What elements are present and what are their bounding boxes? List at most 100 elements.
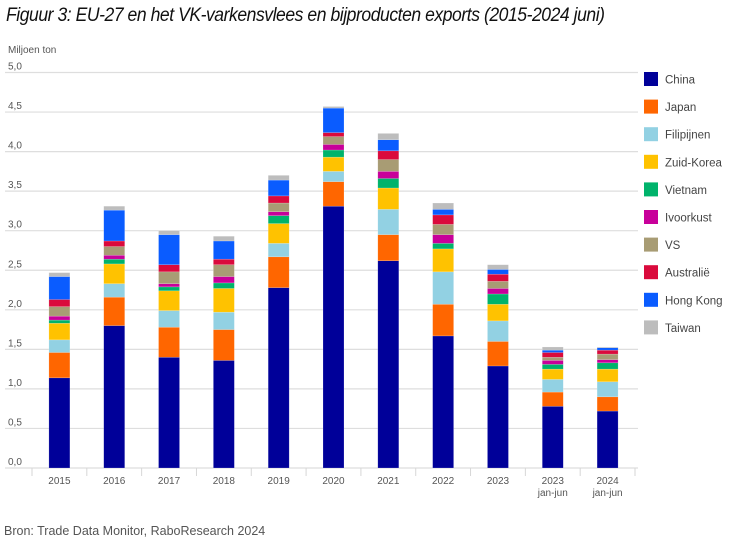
- bar-segment-vietnam: [596, 362, 619, 370]
- x-tick-label-sub: jan-jun: [537, 488, 568, 499]
- legend-label: Hong Kong: [665, 295, 723, 307]
- y-axis-ticks: 0,0 0,5 1,0 1,5 2,0 2,5 3,0 3,5 4,0 4,5 5,0: [8, 62, 22, 469]
- bar-segment-vietnam: [487, 293, 509, 305]
- legend-label: Australië: [665, 268, 710, 280]
- bar-segment-taiwan: [103, 205, 125, 211]
- legend-swatch: [644, 292, 658, 307]
- y-tick-label: 3,0: [8, 220, 22, 231]
- bar-segment-japan: [267, 256, 290, 288]
- bar-stack: [596, 346, 619, 469]
- legend-label: Zuid-Korea: [665, 157, 722, 169]
- bar-segment-australi-: [377, 150, 400, 160]
- bar-segment-hong-kong: [432, 209, 454, 216]
- bar-segment-australi-: [322, 132, 345, 137]
- bar-stack: [542, 346, 564, 469]
- bar-segment-vs: [432, 224, 454, 235]
- x-tick-label: 2023: [487, 476, 510, 487]
- bar-segment-filipijnen: [432, 271, 454, 305]
- bar-segment-taiwan: [542, 346, 564, 351]
- bar-segment-japan: [322, 181, 345, 207]
- bar-segment-japan: [542, 391, 564, 407]
- bar-segment-vietnam: [213, 282, 235, 289]
- bar-segment-ivoorkust: [596, 359, 619, 364]
- legend-swatch: [644, 210, 658, 224]
- bar-segment-taiwan: [158, 230, 180, 235]
- bar-segment-zuid-korea: [322, 156, 345, 172]
- bar-segment-hong-kong: [377, 139, 400, 152]
- legend-item: Ivoorkust: [644, 210, 712, 225]
- bar-stack: [213, 235, 235, 469]
- x-axis: 2015 2016 2017 2018 2019 2020 2021 2022 2023 2023…: [31, 468, 636, 499]
- bar-segment-australi-: [103, 240, 125, 247]
- legend-item: Australië: [644, 265, 710, 280]
- bar-segment-filipijnen: [158, 310, 180, 328]
- bar-segment-vietnam: [267, 215, 290, 224]
- bar-stack: [48, 272, 71, 469]
- bar-segment-australi-: [542, 352, 564, 358]
- legend-label: Japan: [665, 102, 696, 114]
- bar-segment-australi-: [487, 273, 509, 282]
- bar-stack: [158, 230, 180, 469]
- bar-segment-japan: [596, 396, 619, 412]
- y-tick-label: 1,0: [8, 378, 22, 389]
- bar-segment-vietnam: [432, 243, 454, 250]
- legend-label: Filipijnen: [665, 130, 710, 142]
- legend-swatch: [644, 72, 658, 86]
- legend-swatch: [644, 182, 658, 197]
- bar-segment-china: [596, 410, 619, 469]
- bar-segment-china: [542, 406, 564, 469]
- bar-segment-australi-: [267, 195, 290, 204]
- bar-segment-japan: [158, 326, 180, 358]
- bar-segment-zuid-korea: [48, 322, 71, 341]
- legend-item: Filipijnen: [644, 127, 710, 142]
- bar-segment-australi-: [432, 214, 454, 225]
- bar-segment-vs: [267, 202, 290, 212]
- bar-segment-taiwan: [322, 106, 345, 109]
- chart-title: Figuur 3: EU-27 en het VK-varkensvlees e…: [6, 4, 605, 26]
- y-tick-label: 1,5: [8, 338, 22, 349]
- x-tick-label: 2016: [103, 476, 126, 487]
- bar-segment-taiwan: [48, 272, 71, 277]
- y-tick-label: 4,5: [8, 101, 22, 112]
- bar-segment-filipijnen: [48, 339, 71, 353]
- y-tick-label: 2,0: [8, 299, 22, 310]
- x-tick-label: 2015: [48, 476, 71, 487]
- bar-segment-vs: [377, 159, 400, 172]
- legend-swatch: [644, 265, 658, 280]
- bar-segment-filipijnen: [322, 171, 345, 182]
- bar-segment-ivoorkust: [432, 234, 454, 244]
- bar-stack: [487, 264, 509, 469]
- bar-segment-hong-kong: [322, 107, 345, 133]
- bar-segment-hong-kong: [213, 240, 235, 260]
- bar-segment-vietnam: [377, 178, 400, 189]
- x-tick-label: 2023: [542, 476, 565, 487]
- legend-item: Hong Kong: [644, 292, 723, 307]
- bar-stack: [432, 202, 454, 469]
- bar-segment-taiwan: [377, 133, 400, 140]
- bar-segment-china: [103, 325, 125, 469]
- bar-segment-zuid-korea: [542, 368, 564, 380]
- y-tick-label: 4,0: [8, 141, 22, 152]
- bar-segment-australi-: [48, 299, 71, 307]
- bar-segment-zuid-korea: [267, 223, 290, 244]
- bar-segment-zuid-korea: [487, 304, 509, 322]
- bar-segment-australi-: [596, 349, 619, 355]
- legend-item: Taiwan: [644, 320, 701, 335]
- x-tick-label: 2022: [432, 476, 455, 487]
- bar-segment-china: [432, 335, 454, 469]
- bar-segment-ivoorkust: [322, 144, 345, 151]
- y-axis-label: Miljoen ton: [8, 45, 56, 56]
- bar-segment-japan: [213, 329, 235, 361]
- x-tick-label: 2020: [322, 476, 345, 487]
- bar-segment-ivoorkust: [213, 276, 235, 284]
- bar-segment-taiwan: [487, 264, 509, 270]
- bar-segment-vs: [487, 281, 509, 289]
- bar-segment-china: [158, 357, 180, 469]
- legend-label: China: [665, 75, 696, 87]
- bar-segment-china: [377, 260, 400, 469]
- legend: China Japan Filipijnen Zuid-Korea Vietnam Ivo…: [644, 72, 723, 335]
- bar-segment-vs: [542, 357, 564, 361]
- bar-segment-japan: [432, 304, 454, 337]
- bar-segment-filipijnen: [213, 311, 235, 330]
